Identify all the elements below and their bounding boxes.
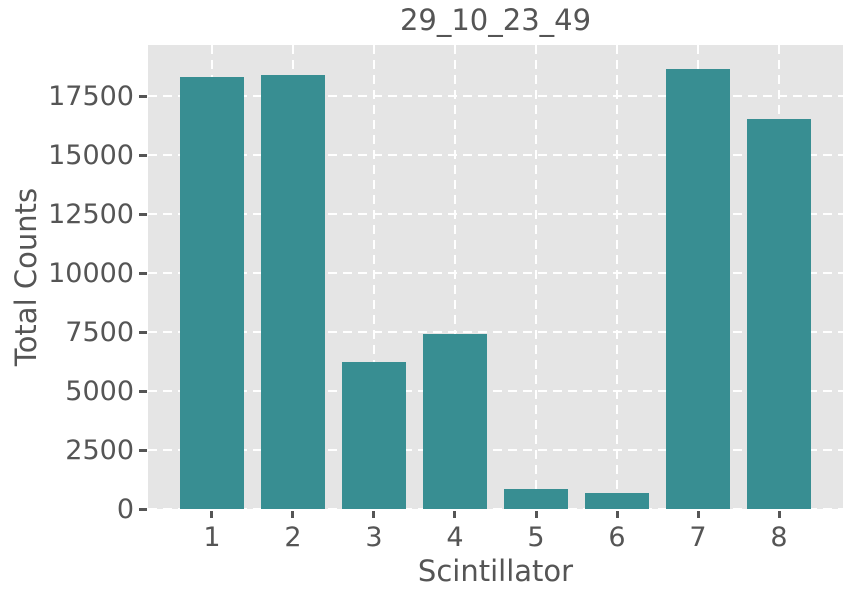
x-tick-label: 1 [203,522,221,553]
x-tick-mark [210,511,214,518]
gridline-horizontal [148,95,843,98]
x-axis-label: Scintillator [417,554,574,588]
bar [260,74,326,509]
y-tick-label: 12500 [48,198,134,230]
bar [503,488,569,509]
bar [341,361,407,509]
x-tick-label: 5 [527,522,545,553]
chart-title: 29_10_23_49 [399,3,592,37]
bar [746,118,812,509]
x-tick-mark [777,511,781,518]
gridline-horizontal [148,213,843,216]
x-tick-mark [372,511,376,518]
gridline-vertical [372,45,375,509]
y-tick-mark [139,507,147,511]
y-tick-label: 5000 [65,375,134,407]
y-tick-mark [139,94,147,98]
x-tick-label: 4 [446,522,464,553]
y-tick-label: 0 [116,493,134,525]
x-tick-label: 7 [689,522,707,553]
x-tick-mark [291,511,295,518]
gridline-horizontal [148,508,843,509]
y-tick-mark [139,212,147,216]
gridline-horizontal [148,331,843,334]
y-tick-mark [139,448,147,452]
x-tick-label: 6 [608,522,626,553]
bar [179,77,245,509]
x-tick-mark [615,511,619,518]
bar [584,492,650,509]
x-tick-label: 3 [365,522,383,553]
y-tick-mark [139,153,147,157]
plot-area [148,45,843,509]
y-tick-mark [139,389,147,393]
gridline-vertical [535,45,537,509]
gridline-horizontal [148,154,843,157]
y-tick-mark [139,330,147,334]
gridline-vertical [616,45,618,509]
y-tick-label: 7500 [65,316,134,348]
x-tick-mark [453,511,457,518]
x-tick-label: 2 [284,522,302,553]
y-tick-label: 2500 [65,434,134,466]
y-tick-label: 15000 [48,139,134,171]
x-tick-mark [534,511,538,518]
gridline-horizontal [148,272,843,275]
x-tick-mark [696,511,700,518]
gridline-horizontal [148,449,843,452]
x-tick-label: 8 [770,522,788,553]
y-tick-label: 10000 [48,257,134,289]
gridline-horizontal [148,390,843,393]
gridline-vertical [453,45,456,509]
bar [665,69,731,509]
y-tick-mark [139,271,147,275]
y-tick-label: 17500 [48,80,134,112]
bar [422,334,488,509]
